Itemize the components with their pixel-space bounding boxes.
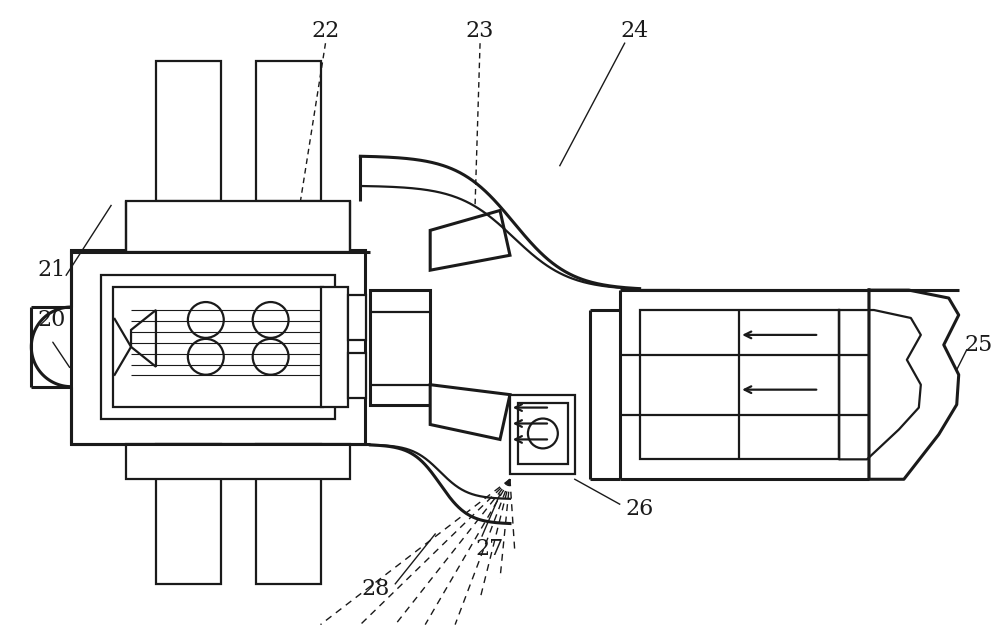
Text: 27: 27 [476, 538, 504, 560]
Text: 24: 24 [620, 20, 649, 43]
Bar [156, 61, 221, 200]
Bar [320, 287, 348, 406]
Bar [71, 250, 365, 444]
Text: 21: 21 [37, 259, 65, 281]
Text: 26: 26 [625, 498, 654, 520]
Bar [126, 444, 350, 480]
Bar [518, 403, 568, 464]
Bar [348, 295, 366, 340]
Bar [370, 290, 430, 404]
Text: 22: 22 [311, 20, 340, 43]
Text: 25: 25 [965, 334, 993, 356]
Text: 23: 23 [466, 20, 494, 43]
Polygon shape [430, 210, 510, 270]
Polygon shape [131, 310, 156, 367]
Bar [510, 394, 575, 475]
Text: 20: 20 [37, 309, 65, 331]
Bar [101, 275, 335, 419]
Bar [113, 287, 323, 406]
Bar [126, 200, 350, 252]
Bar [256, 444, 320, 584]
Bar [256, 61, 320, 200]
Bar [348, 353, 366, 398]
Text: 28: 28 [361, 578, 390, 600]
Bar [156, 444, 221, 584]
Polygon shape [430, 385, 510, 439]
Bar [640, 310, 839, 459]
